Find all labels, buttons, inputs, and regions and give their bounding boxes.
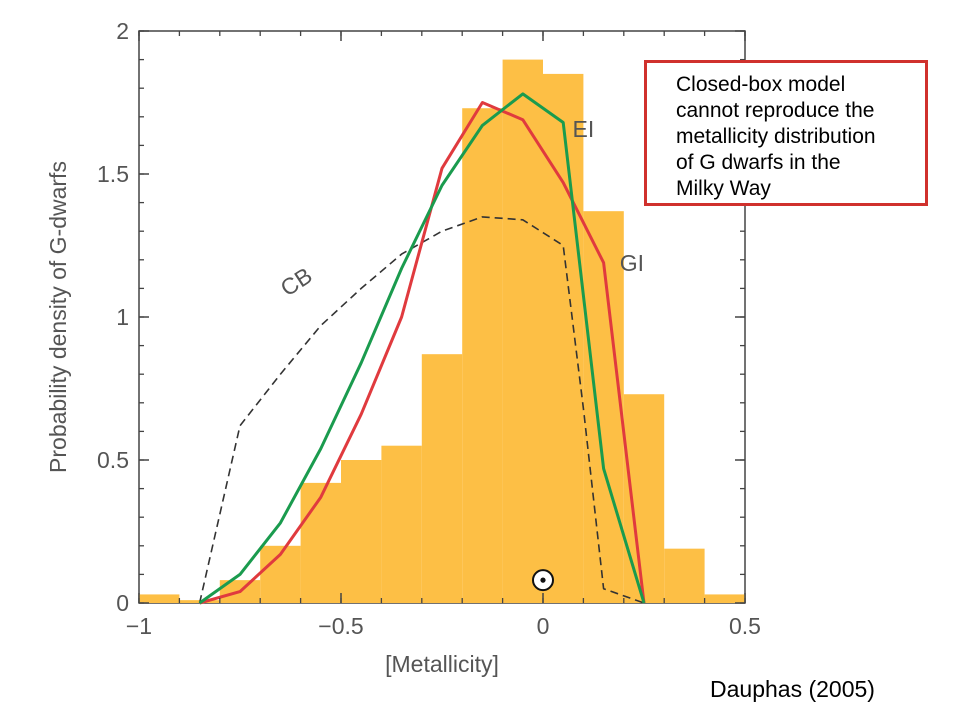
annotation-line: cannot reproduce the [676,99,875,122]
x-tick-label: 0 [537,613,550,639]
histogram-bar [300,482,341,603]
credit-text: Dauphas (2005) [710,676,875,702]
x-tick-label: −0.5 [318,613,363,639]
y-tick-label: 1.5 [97,161,129,187]
annotation-line: Milky Way [676,177,771,200]
series-line-cb [198,216,645,604]
histogram-bar [623,394,665,603]
histogram-bar [462,108,503,603]
histogram-bar [341,460,382,603]
sun-symbol-dot [540,577,546,583]
histogram-bar [381,445,422,603]
curve-label-cb: CB [276,262,317,301]
histogram-bar [583,211,624,603]
x-tick-label: 0.5 [729,613,761,639]
histogram-bars [139,59,745,604]
annotation-line: metallicity distribution [676,125,876,148]
curve-label-ei: EI [573,116,595,142]
histogram-bar [139,594,180,603]
histogram-bar [421,354,463,603]
model-curves [198,92,646,605]
y-axis-label: Probability density of G-dwarfs [45,161,71,473]
y-tick-label: 2 [116,18,129,44]
annotation-box: Closed-box model cannot reproduce the me… [644,60,928,206]
y-tick-label: 0.5 [97,447,129,473]
curve-label-gi: GI [620,250,644,276]
sun-marker [532,569,554,592]
annotation-line: Closed-box model [676,73,846,96]
histogram-bar [704,594,745,603]
histogram-bar [502,59,543,604]
y-tick-label: 1 [116,304,129,330]
histogram-bar [543,73,584,603]
y-tick-label: 0 [116,590,129,616]
x-tick-label: −1 [126,613,152,639]
x-axis-label: [Metallicity] [385,651,499,677]
histogram-bar [664,548,705,603]
annotation-line: of G dwarfs in the [676,151,841,174]
series-line-ei [198,92,646,605]
series-line-gi [199,101,646,605]
